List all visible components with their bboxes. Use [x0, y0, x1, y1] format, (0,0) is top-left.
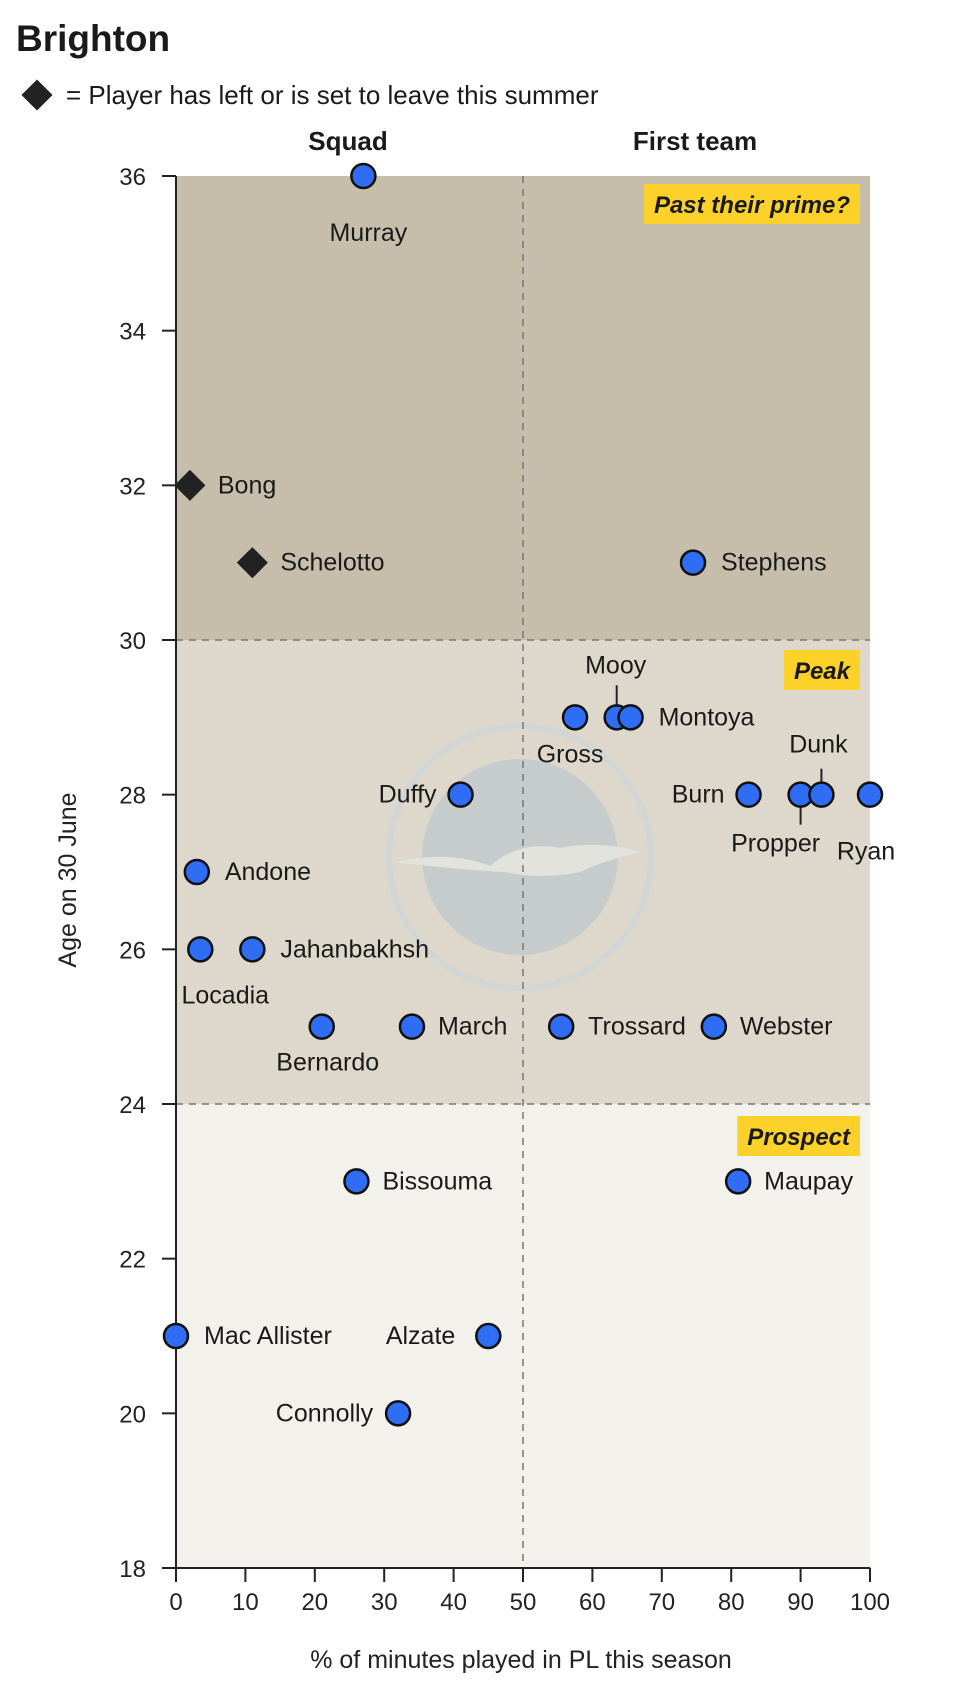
- player-label: Andone: [225, 858, 311, 886]
- player-label: Locadia: [182, 981, 270, 1009]
- player-label: Dunk: [789, 731, 848, 759]
- player-marker: [239, 936, 266, 963]
- player-label: Maupay: [764, 1167, 853, 1195]
- x-tick-label: 100: [850, 1589, 890, 1616]
- player-marker-leaving: [174, 469, 206, 501]
- x-axis-title: % of minutes played in PL this season: [310, 1646, 732, 1674]
- zone-label-background: [783, 650, 860, 690]
- column-header-squad: Squad: [308, 126, 387, 156]
- player-label: Propper: [731, 830, 820, 858]
- player-label: Trossard: [588, 1013, 686, 1041]
- y-axis-title: Age on 30 June: [54, 792, 82, 967]
- player-label: Murray: [329, 219, 407, 247]
- player-label: Schelotto: [280, 549, 384, 577]
- player-marker: [735, 781, 762, 808]
- x-tick-label: 40: [440, 1589, 467, 1616]
- player-marker: [700, 1013, 728, 1040]
- player-marker: [547, 1013, 575, 1040]
- player-label: Bong: [218, 471, 276, 499]
- player-label: Jahanbakhsh: [280, 935, 429, 963]
- player-marker: [183, 858, 211, 886]
- zone-label: Past their prime?: [654, 192, 850, 219]
- x-tick-label: 0: [169, 1589, 182, 1616]
- player-label: Connolly: [276, 1399, 374, 1427]
- player-marker: [617, 704, 644, 731]
- player-marker: [343, 1168, 370, 1195]
- x-tick-label: 50: [510, 1589, 537, 1616]
- player-marker: [808, 781, 835, 808]
- zone-label: Peak: [794, 658, 852, 685]
- player-label: Ryan: [837, 838, 895, 866]
- player-marker: [724, 1168, 752, 1195]
- x-tick-label: 70: [648, 1589, 675, 1616]
- player-marker: [350, 162, 377, 190]
- player-label: Alzate: [386, 1322, 455, 1350]
- zone-label: Prospect: [747, 1124, 851, 1151]
- player-marker: [398, 1013, 426, 1040]
- x-tick-label: 20: [301, 1589, 328, 1616]
- zone-label-box: Past their prime?: [643, 184, 860, 224]
- player-marker: [162, 1322, 190, 1350]
- y-tick-label: 26: [119, 937, 146, 964]
- x-tick-label: 60: [579, 1589, 606, 1616]
- player-label: Duffy: [379, 781, 437, 809]
- x-tick-label: 10: [232, 1589, 259, 1616]
- x-tick-label: 30: [371, 1589, 398, 1616]
- y-tick-label: 32: [119, 473, 146, 500]
- zone-band: [176, 176, 870, 640]
- player-marker: [187, 936, 214, 963]
- zone-label-box: Prospect: [737, 1116, 860, 1156]
- zone-label-background: [737, 1116, 860, 1156]
- y-tick-label: 28: [119, 783, 146, 810]
- player-label: Gross: [537, 740, 604, 768]
- y-tick-label: 30: [119, 628, 146, 655]
- player-label: Burn: [672, 781, 725, 809]
- y-tick-label: 36: [119, 164, 146, 191]
- player-marker: [856, 781, 884, 808]
- y-tick-label: 18: [119, 1556, 146, 1583]
- player-marker: [475, 1322, 502, 1350]
- zone-label-background: [643, 184, 860, 224]
- player-label: Bissouma: [382, 1167, 492, 1195]
- x-tick-label: 80: [718, 1589, 745, 1616]
- y-tick-label: 22: [119, 1247, 146, 1274]
- player-label: Montoya: [659, 703, 755, 731]
- y-tick-label: 24: [119, 1092, 146, 1119]
- column-header-first-team: First team: [633, 126, 757, 156]
- chart-title: Brighton: [16, 18, 171, 59]
- y-tick-label: 34: [119, 319, 146, 346]
- y-tick-label: 20: [119, 1401, 146, 1428]
- player-label: Webster: [740, 1013, 833, 1041]
- legend: = Player has left or is set to leave thi…: [16, 76, 599, 114]
- legend-text: = Player has left or is set to leave thi…: [66, 79, 599, 110]
- player-marker: [561, 704, 589, 731]
- player-label: March: [438, 1013, 507, 1041]
- player-label: Mooy: [585, 651, 647, 679]
- player-marker: [447, 781, 474, 808]
- x-tick-label: 90: [787, 1589, 814, 1616]
- zone-label-box: Peak: [783, 650, 860, 690]
- player-label: Mac Allister: [204, 1322, 332, 1350]
- player-label: Stephens: [721, 549, 827, 577]
- player-marker: [308, 1013, 335, 1040]
- player-label: Bernardo: [276, 1049, 379, 1077]
- club-crest-watermark: [386, 723, 654, 991]
- player-marker: [679, 549, 707, 576]
- player-marker: [384, 1400, 412, 1427]
